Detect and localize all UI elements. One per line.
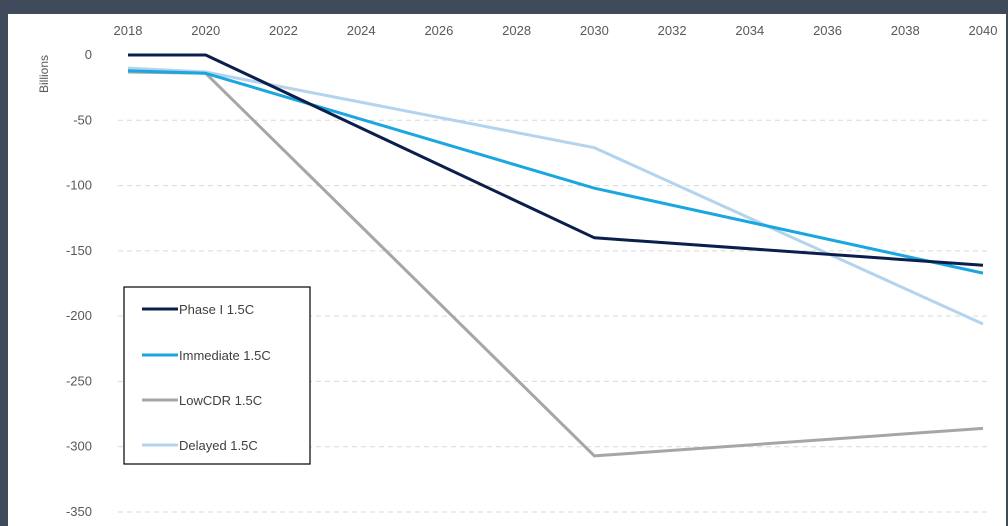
legend-label: Phase I 1.5C [179, 302, 254, 317]
y-tick-label: -350 [66, 504, 92, 519]
legend-label: Immediate 1.5C [179, 348, 271, 363]
x-tick-label: 2028 [502, 23, 531, 38]
y-axis-title: Billions [37, 55, 51, 93]
x-tick-label: 2030 [580, 23, 609, 38]
x-axis-ticks: 2018 2020 2022 2024 2026 2028 2030 2032 2034 2036… [114, 23, 998, 38]
y-tick-label: -150 [66, 243, 92, 258]
x-tick-label: 2022 [269, 23, 298, 38]
x-tick-label: 2036 [813, 23, 842, 38]
y-tick-label: -300 [66, 439, 92, 454]
series-line-phase-i-1-5c [128, 53, 984, 267]
x-tick-label: 2038 [891, 23, 920, 38]
y-tick-label: -50 [73, 112, 92, 127]
y-tick-label: 0 [85, 47, 92, 62]
y-axis-ticks: 0 -50 -100 -150 -200 -250 -300 -350 [66, 47, 92, 519]
legend: Phase I 1.5C Immediate 1.5C LowCDR 1.5C Del… [123, 286, 311, 465]
y-tick-label: -100 [66, 178, 92, 193]
x-tick-label: 2040 [969, 23, 998, 38]
legend-box [123, 286, 311, 465]
y-tick-label: -250 [66, 373, 92, 388]
legend-label: Delayed 1.5C [179, 438, 258, 453]
y-tick-label: -200 [66, 308, 92, 323]
series-line-delayed-1-5c [127, 66, 984, 326]
x-tick-label: 2018 [114, 23, 143, 38]
x-tick-label: 2024 [347, 23, 376, 38]
x-tick-label: 2026 [424, 23, 453, 38]
x-tick-label: 2032 [658, 23, 687, 38]
x-tick-label: 2034 [735, 23, 764, 38]
legend-label: LowCDR 1.5C [179, 393, 262, 408]
series-lines [127, 53, 984, 458]
x-tick-label: 2020 [191, 23, 220, 38]
series-line-immediate-1-5c [127, 69, 984, 275]
